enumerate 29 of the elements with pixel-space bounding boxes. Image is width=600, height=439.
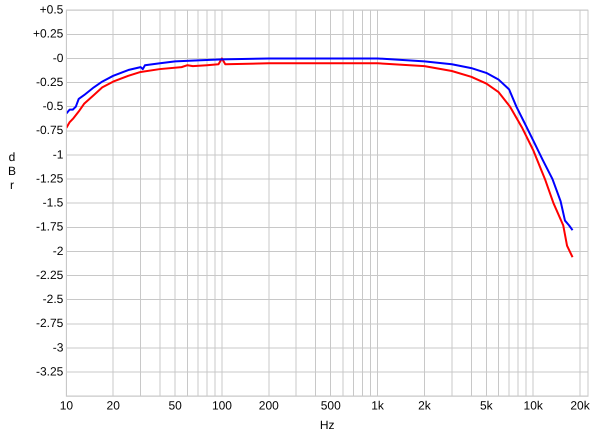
- x-tick-label: 500: [320, 398, 342, 413]
- y-tick-label: +0.25: [32, 26, 64, 41]
- x-tick-label: 50: [168, 398, 182, 413]
- x-tick-label: 5k: [480, 398, 494, 413]
- x-tick-label: 2k: [418, 398, 432, 413]
- y-tick-label: -1.75: [36, 220, 64, 234]
- x-axis-title: Hz: [320, 418, 335, 432]
- x-tick-label: 10k: [524, 398, 544, 413]
- y-tick-label: -0.25: [36, 74, 64, 89]
- x-tick-label: 20: [106, 398, 120, 413]
- y-axis-title: dBr: [5, 150, 19, 192]
- x-tick-label: 200: [258, 398, 280, 413]
- y-tick-label: -1: [52, 147, 64, 162]
- x-tick-label: 100: [212, 398, 232, 413]
- x-tick-label: 1k: [371, 398, 385, 413]
- y-tick-label: -3.25: [36, 364, 64, 378]
- y-tick-label: -0.75: [36, 123, 64, 138]
- y-tick-label: -1.25: [36, 171, 64, 186]
- y-tick-label: -2.25: [36, 268, 64, 282]
- x-tick-label: 20k: [570, 398, 591, 413]
- y-tick-label: -0: [52, 50, 64, 65]
- y-tick-label: -2: [52, 244, 64, 258]
- y-tick-label: -1.5: [42, 196, 64, 210]
- y-tick-label: +0.5: [40, 2, 64, 17]
- y-tick-label: -2.75: [36, 316, 64, 330]
- y-tick-label: -0.5: [42, 99, 64, 114]
- y-tick-label: -2.5: [42, 292, 64, 306]
- y-tick-label: -3: [52, 340, 64, 354]
- x-tick-label: 10: [60, 398, 74, 413]
